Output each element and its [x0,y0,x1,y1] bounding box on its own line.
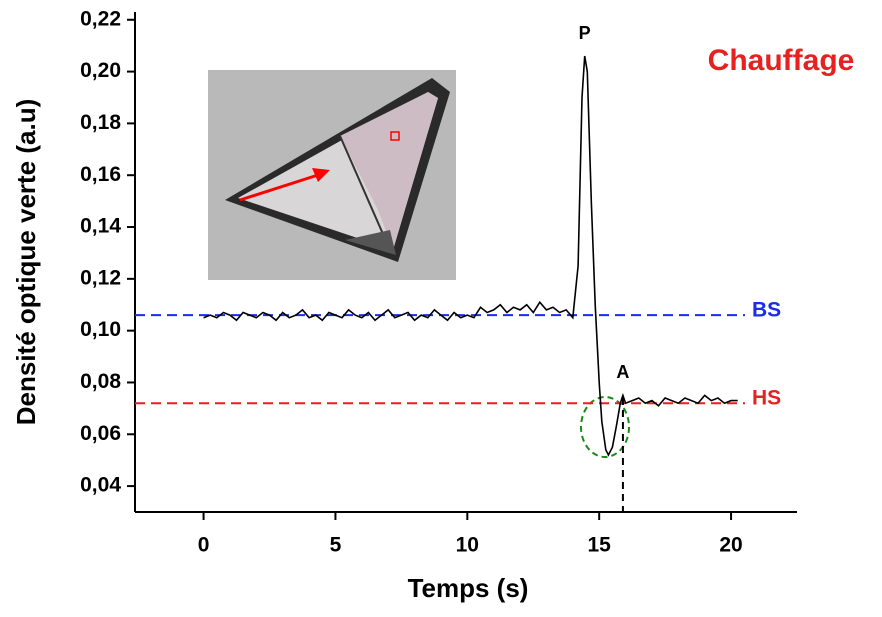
y-tick-label: 0,10 [80,318,121,341]
y-tick-label: 0,04 [80,474,121,497]
x-tick-label: 20 [719,534,742,557]
y-tick-label: 0,06 [80,422,121,445]
y-tick-label: 0,08 [80,370,121,393]
data-line [203,55,738,457]
y-tick-label: 0,20 [80,59,121,82]
inset-photo [208,70,456,280]
x-tick-label: 5 [330,534,342,557]
annotation: P [579,23,591,43]
y-tick-label: 0,16 [80,163,121,186]
annotation: A [616,362,629,382]
x-tick-label: 15 [588,534,612,557]
x-tick-label: 10 [456,534,479,557]
x-tick-label: 0 [198,534,210,557]
y-tick-label: 0,18 [80,111,121,134]
highlight-circle [580,396,630,458]
y-tick-label: 0,14 [80,215,121,238]
reference-label: BS [752,299,781,322]
x-axis-label: Temps (s) [408,573,529,603]
y-axis-label: Densité optique verte (a.u) [11,99,41,426]
y-tick-label: 0,12 [80,266,121,289]
chart-title: Chauffage [708,44,855,77]
reference-label: HS [752,387,781,410]
y-tick-label: 0,22 [80,7,121,30]
